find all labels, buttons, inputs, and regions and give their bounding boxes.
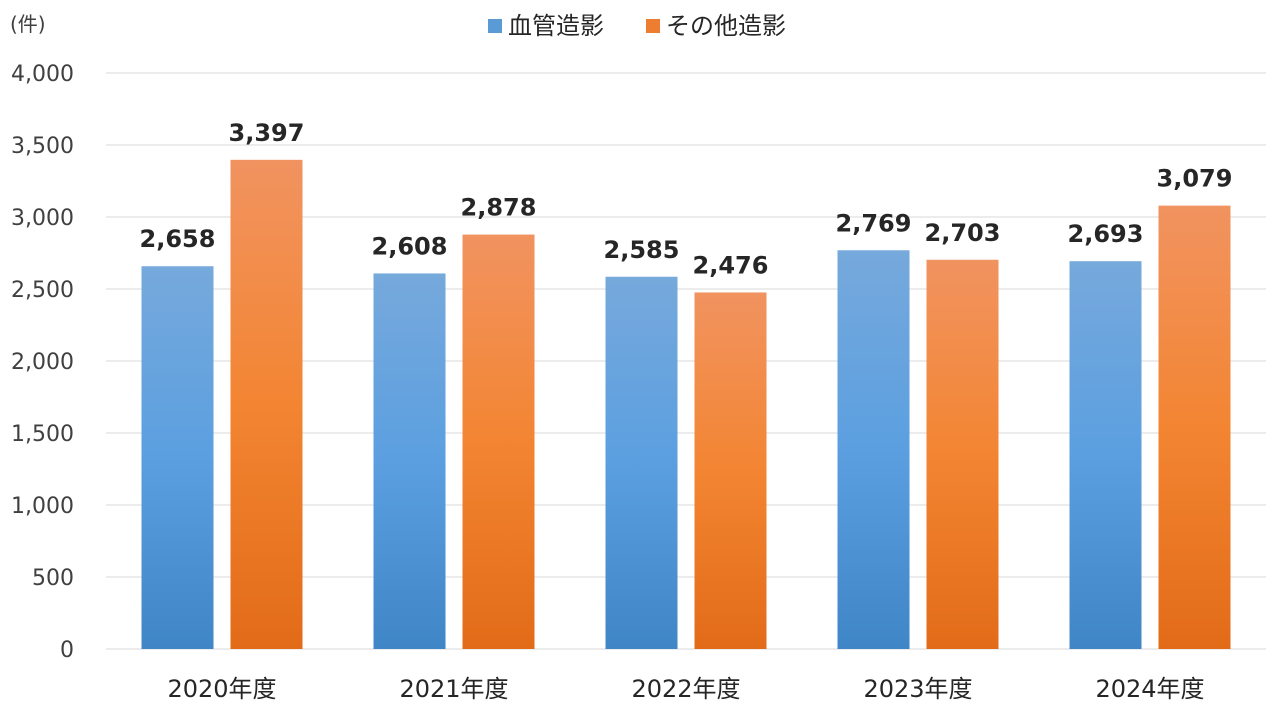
y-tick-label: 0 [60,638,74,663]
y-tick-label: 3,000 [11,206,74,231]
y-axis-tick-labels: 0 500 1,000 1,500 2,000 2,500 3,000 3,500 4,000 [11,62,74,663]
x-category-label: 2022年度 [631,675,740,703]
data-label: 2,878 [461,194,537,222]
y-tick-label: 3,500 [11,134,74,159]
data-labels: 2,658 3,397 2,608 2,878 2,585 2,476 2,769 2,703… [140,119,1233,280]
data-label: 2,703 [925,219,1001,247]
bar-other-imaging [462,234,535,649]
y-tick-label: 2,500 [11,278,74,303]
legend-item: 血管造影 [488,12,604,40]
data-label: 2,693 [1068,220,1144,248]
bar-angiography [837,250,910,649]
legend-item: その他造影 [646,12,786,40]
x-category-label: 2020年度 [167,675,276,703]
y-axis-unit-label: (件) [10,12,46,36]
bar-other-imaging [926,259,999,649]
bar-angiography [141,266,214,649]
legend-swatch [646,19,660,33]
x-category-label: 2021年度 [399,675,508,703]
x-category-label: 2024年度 [1095,675,1204,703]
bar-angiography [1069,261,1142,649]
y-tick-label: 2,000 [11,350,74,375]
legend-label: その他造影 [666,12,786,40]
legend-label: 血管造影 [508,12,604,40]
data-label: 2,476 [693,251,769,279]
bar-other-imaging [694,292,767,649]
legend: 血管造影 その他造影 [488,12,786,40]
data-label: 3,397 [229,119,305,147]
x-category-label: 2023年度 [863,675,972,703]
y-tick-label: 4,000 [11,62,74,87]
y-tick-label: 1,500 [11,422,74,447]
data-label: 2,608 [372,232,448,260]
y-tick-label: 500 [32,566,74,591]
bar-angiography [605,276,678,649]
data-label: 2,585 [604,236,680,264]
legend-swatch [488,19,502,33]
data-label: 2,658 [140,225,216,253]
bar-angiography [373,273,446,649]
y-tick-label: 1,000 [11,494,74,519]
data-label: 2,769 [836,209,912,237]
x-axis-category-labels: 2020年度 2021年度 2022年度 2023年度 2024年度 [167,675,1204,703]
bar-other-imaging [230,159,303,649]
data-label: 3,079 [1157,165,1233,193]
bar-other-imaging [1158,205,1231,649]
bars [141,159,1231,649]
